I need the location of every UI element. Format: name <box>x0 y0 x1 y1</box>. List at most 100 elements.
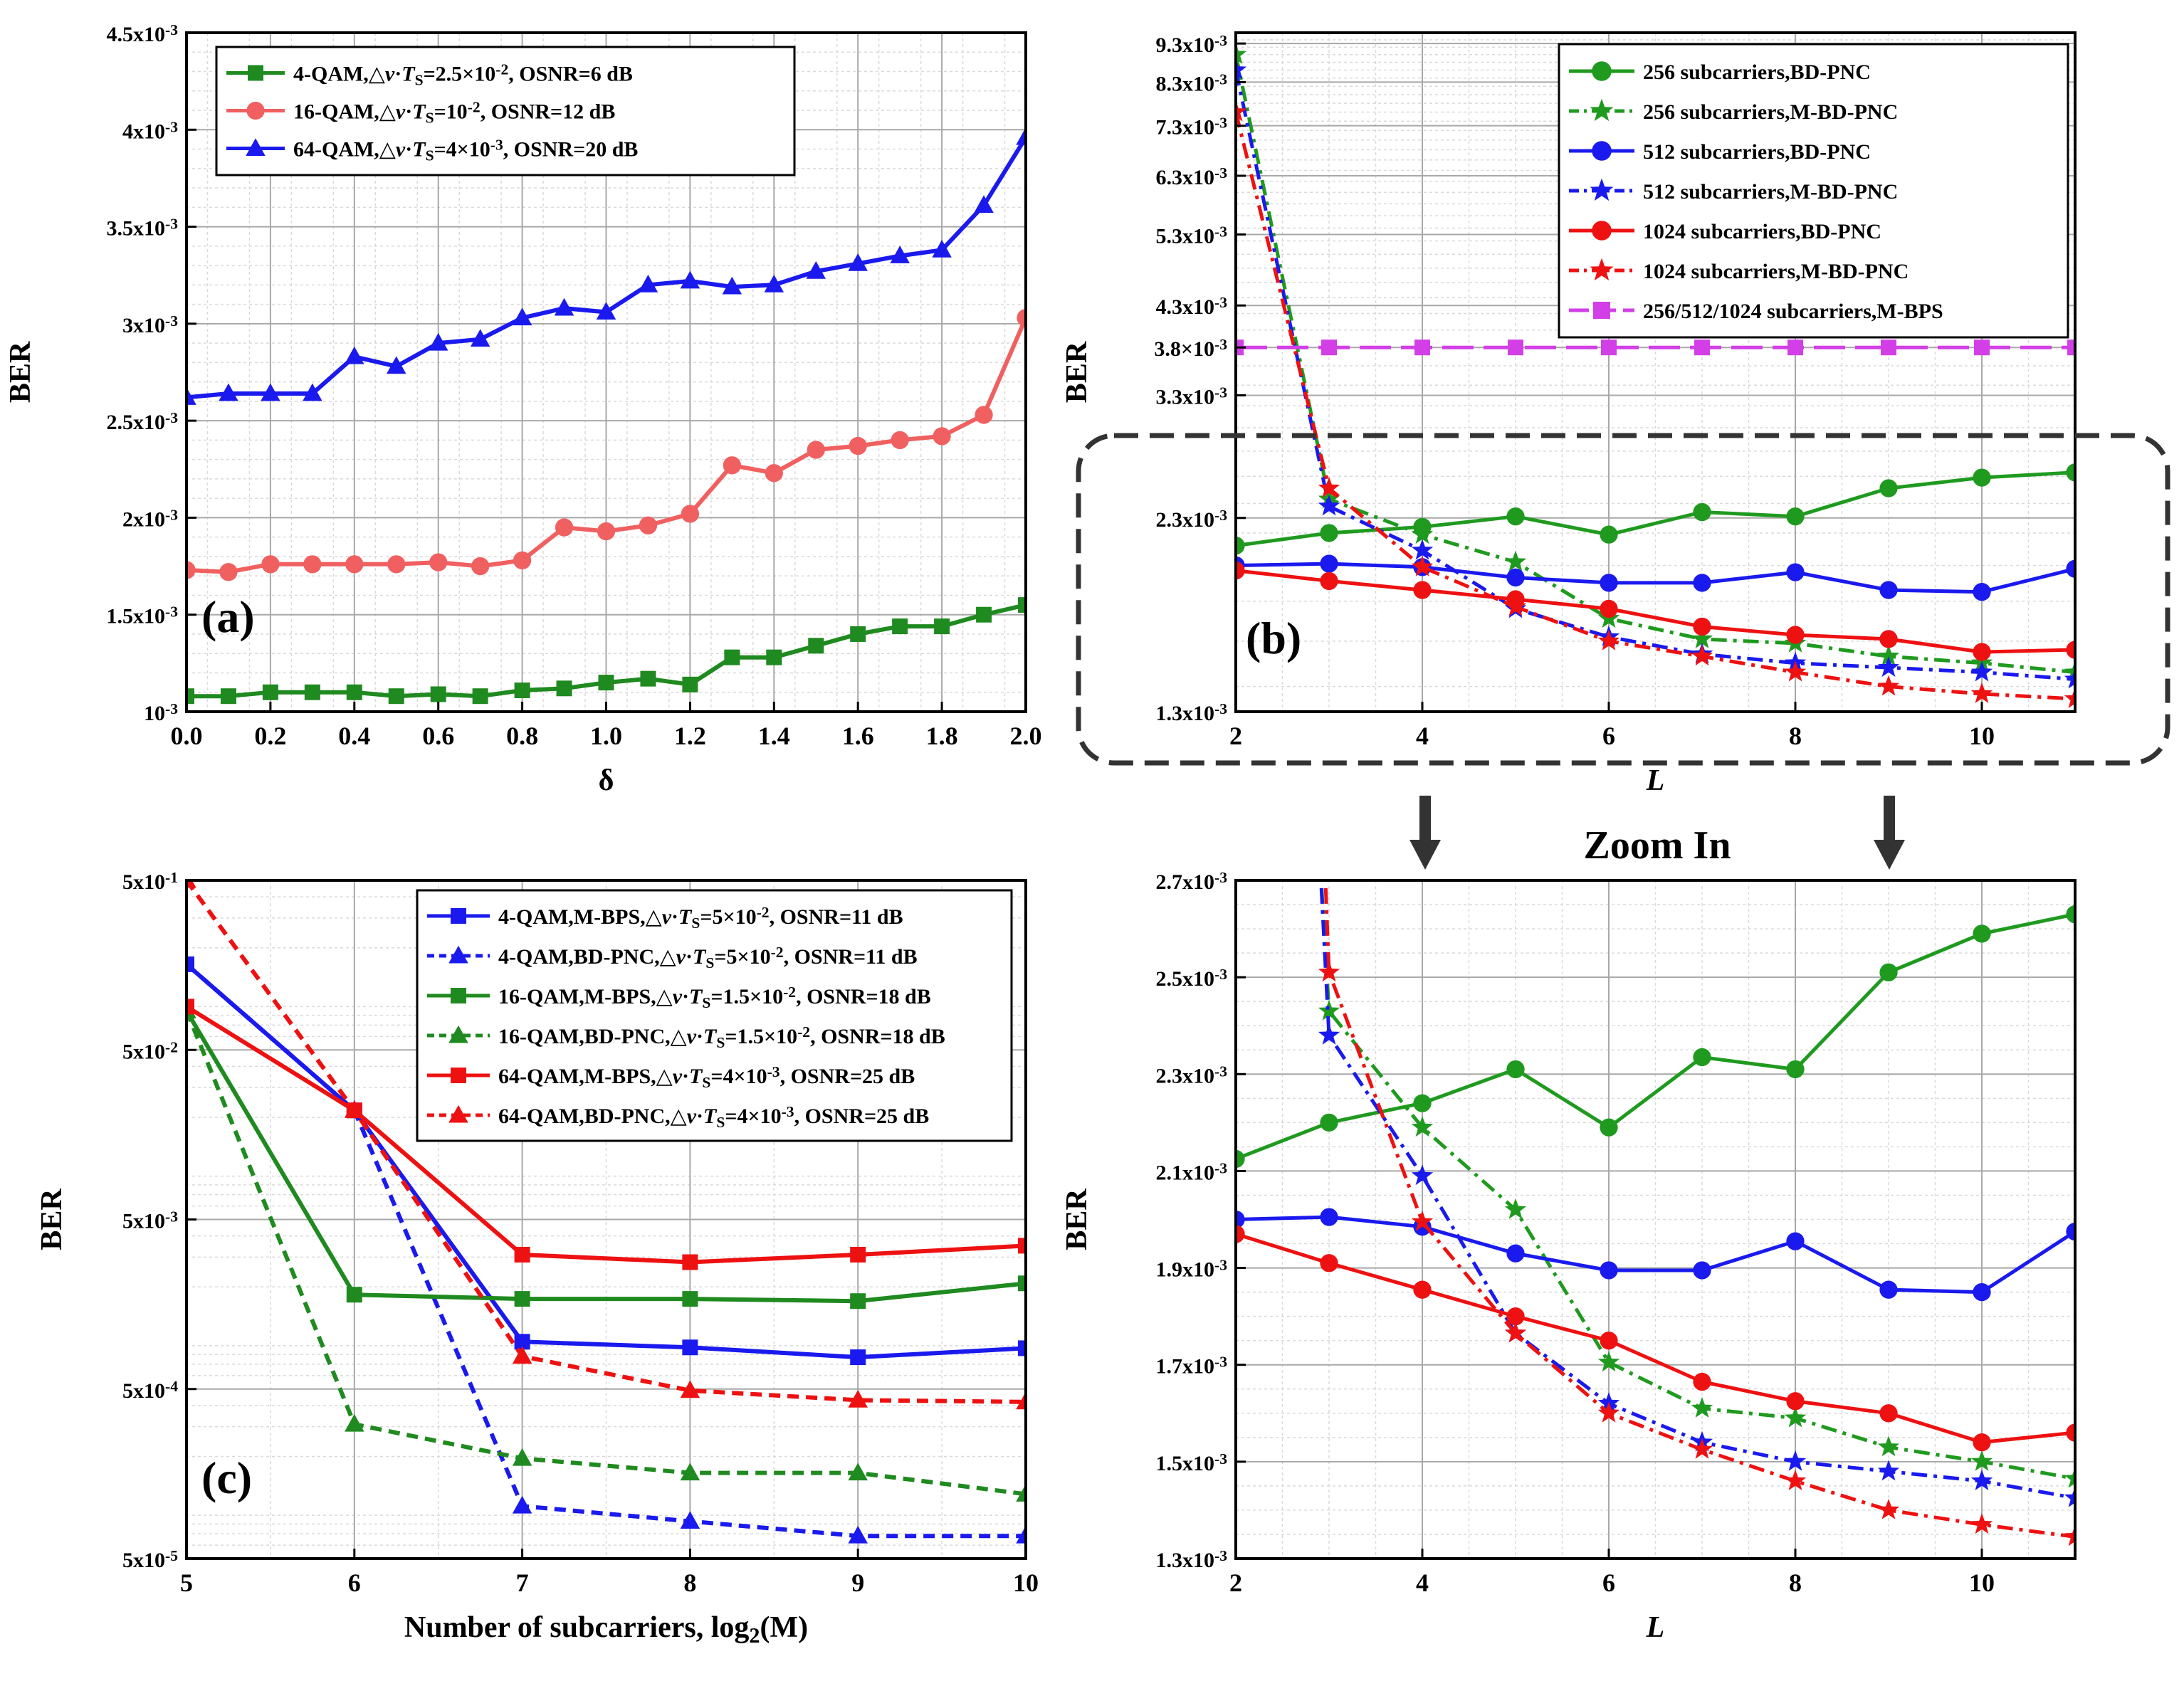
data-point <box>2064 1467 2075 1488</box>
text-part: 4-QAM,△ <box>293 63 385 86</box>
data-point <box>891 431 909 450</box>
data-point <box>1784 1470 1807 1490</box>
y-tick-label: 4.3x10-3 <box>1156 294 1228 319</box>
data-point <box>1974 339 1990 356</box>
text-part: =10 <box>434 100 468 124</box>
text-part: 3.3x10 <box>1156 386 1215 409</box>
data-point <box>219 383 238 401</box>
legend-frame <box>416 889 1013 1142</box>
text-part: 3x10 <box>122 314 165 337</box>
text-part: 5x10 <box>122 1379 165 1403</box>
data-point <box>724 649 740 665</box>
text-part: -3 <box>1214 223 1227 241</box>
data-point <box>1592 61 1612 81</box>
data-point <box>848 1525 868 1544</box>
data-point <box>933 427 951 446</box>
data-point <box>514 1334 530 1350</box>
legend-label: 512 subcarriers,BD-PNC <box>1643 140 1871 164</box>
data-point <box>451 1068 466 1083</box>
legend-item: 4-QAM,△ν·TS=2.5×10-2, OSNR=6 dB <box>226 61 633 88</box>
text-part: -2 <box>495 61 508 78</box>
text-part: 64-QAM,△ <box>293 138 396 162</box>
data-point <box>850 1246 866 1263</box>
series-line <box>1236 1232 2075 1445</box>
data-point <box>219 563 238 581</box>
chart-panel-a: 0.0 0.2 0.4 0.6 0.8 1.0 1.2 1.4 1.6 1.8 2.010-31.5… <box>4 21 1042 797</box>
data-point <box>1973 583 1991 601</box>
data-point <box>1318 999 1340 1021</box>
data-point <box>682 676 698 692</box>
data-point <box>1970 683 1993 703</box>
text-part: · <box>682 985 689 1008</box>
data-point <box>1973 924 1991 943</box>
series-6 <box>187 880 1026 1410</box>
legend-label: 4-QAM,△ν·TS=2.5×10-2, OSNR=6 dB <box>293 61 633 88</box>
y-tick-label: 1.3x10-3 <box>1156 1547 1228 1572</box>
text-part: ν <box>673 1065 683 1088</box>
data-point <box>1590 258 1614 281</box>
data-point <box>680 1463 700 1481</box>
y-tick-label: 3.3x10-3 <box>1156 384 1228 409</box>
data-point <box>1313 845 1335 865</box>
y-tick-label: 5x10-3 <box>122 1208 178 1233</box>
data-point <box>1413 581 1432 599</box>
data-point <box>1320 1113 1338 1132</box>
legend-item: 4-QAM,M-BPS,△ν·TS=5×10-2, OSNR=11 dB <box>427 904 903 932</box>
text-part: -2 <box>468 99 481 116</box>
text-part: , OSNR=25 dB <box>780 1065 915 1088</box>
data-point <box>220 688 236 705</box>
series-line <box>187 1010 1026 1497</box>
y-tick-label: 7.3x10-3 <box>1156 115 1228 139</box>
data-point <box>555 518 574 537</box>
x-axis-label: Number of subcarriers, log2(M) <box>404 1611 808 1648</box>
text-part: T <box>689 985 703 1008</box>
legend-item: 64-QAM,BD-PNC,△ν·TS=4×10-3, OSNR=25 dB <box>427 1103 929 1131</box>
data-point <box>848 1463 868 1481</box>
data-point <box>513 551 532 570</box>
data-point <box>1504 1322 1527 1343</box>
data-point <box>1784 660 1807 682</box>
arrow-head <box>1874 840 1905 870</box>
data-point <box>1879 630 1898 648</box>
text-part: 8.3x10 <box>1156 72 1215 95</box>
data-point <box>514 683 530 699</box>
text-part: 2.7x10 <box>1156 870 1215 894</box>
legend-label: 512 subcarriers,M-BD-PNC <box>1643 180 1898 204</box>
zoom-region-box <box>1076 433 2170 766</box>
text-part: -3 <box>165 409 178 426</box>
y-tick-label: 1.5x10-3 <box>107 604 179 628</box>
data-point <box>1236 58 1247 80</box>
text-part: =4×10 <box>434 138 490 162</box>
data-point <box>682 1291 698 1307</box>
text-part: ν <box>687 1025 697 1048</box>
series-line <box>1236 562 2075 594</box>
data-point <box>1318 495 1340 516</box>
text-part: 4-QAM,M-BPS,△ <box>498 905 662 929</box>
y-axis-label: BER <box>1061 341 1093 403</box>
text-part: 10 <box>144 702 165 725</box>
data-point <box>1877 1460 1900 1481</box>
data-point <box>346 684 362 700</box>
y-tick-label: 9.3x10-3 <box>1156 32 1228 57</box>
text-part: -3 <box>165 1208 178 1226</box>
data-point <box>1320 524 1338 542</box>
series-group <box>1236 43 2075 708</box>
data-point <box>850 626 866 642</box>
series-group <box>187 127 1026 705</box>
data-point <box>597 522 616 541</box>
data-point <box>303 555 322 574</box>
data-point <box>1877 645 1900 666</box>
text-part: , OSNR=12 dB <box>481 100 616 124</box>
data-point <box>596 302 616 320</box>
data-point <box>1786 1232 1805 1250</box>
series-3 <box>1236 1208 2075 1302</box>
series-1 <box>187 597 1026 705</box>
legend-label: 256/512/1024 subcarriers,M-BPS <box>1643 300 1943 323</box>
text-part: -4 <box>165 1378 178 1395</box>
legend: 256 subcarriers,BD-PNC 256 subcarriers,M-… <box>1558 43 2069 339</box>
data-point <box>1236 537 1245 555</box>
data-point <box>430 686 446 702</box>
data-point <box>187 387 196 405</box>
x-tick-label: 8 <box>1789 722 1802 750</box>
text-part: -3 <box>1214 966 1227 983</box>
